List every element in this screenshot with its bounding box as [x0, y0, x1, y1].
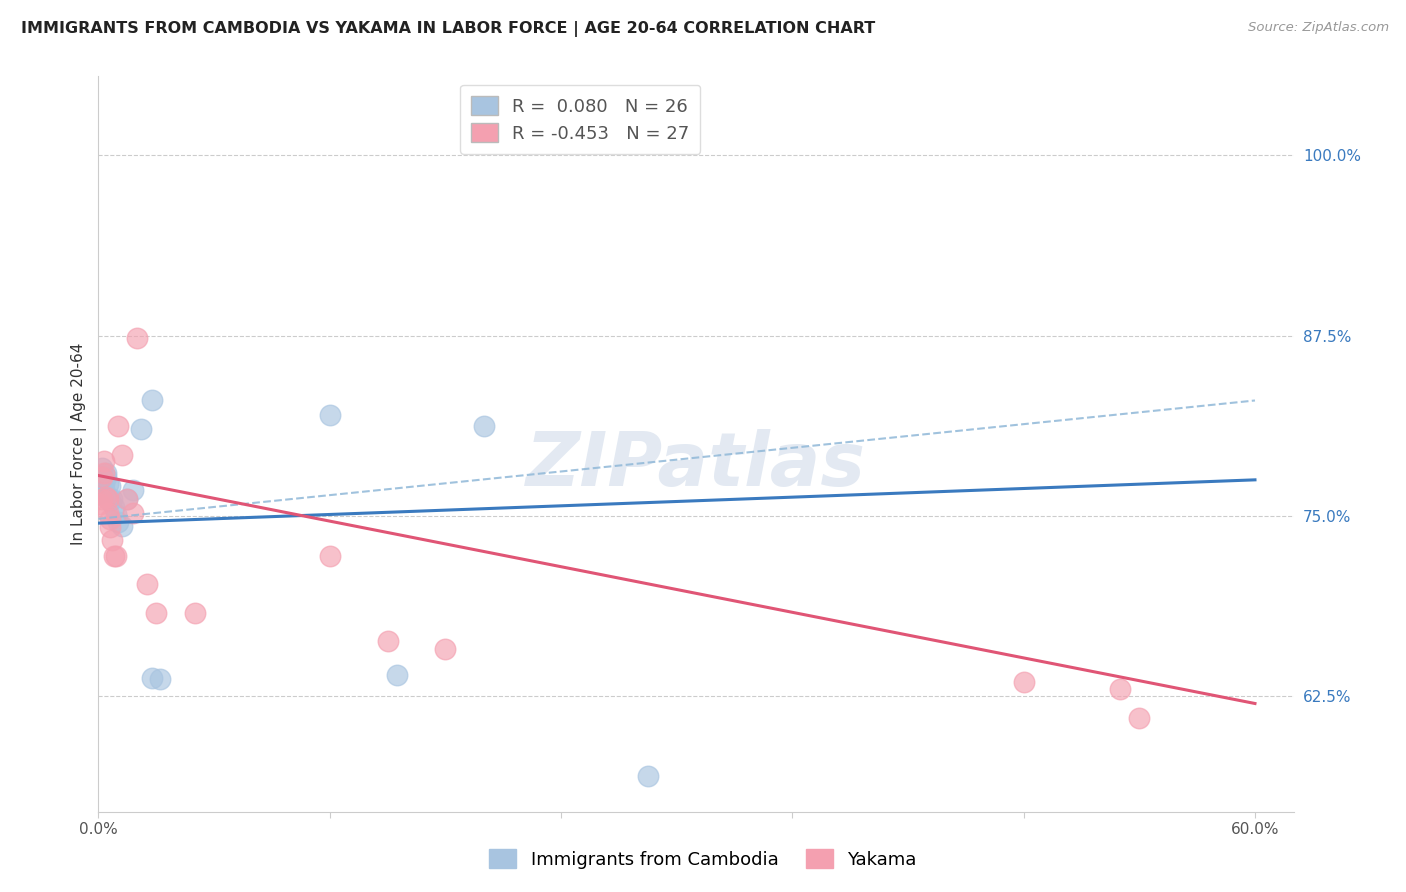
Point	[89, 473, 111, 487]
Point	[104, 549, 127, 564]
Point	[145, 606, 167, 620]
Point	[101, 533, 124, 548]
Text: Source: ZipAtlas.com: Source: ZipAtlas.com	[1249, 21, 1389, 35]
Point	[117, 491, 139, 506]
Point	[91, 468, 114, 483]
Point	[93, 475, 115, 490]
Point	[98, 520, 121, 534]
Point	[122, 506, 145, 520]
Point	[107, 515, 129, 529]
Point	[637, 769, 659, 783]
Point	[319, 549, 342, 564]
Point	[125, 331, 148, 345]
Legend: Immigrants from Cambodia, Yakama: Immigrants from Cambodia, Yakama	[482, 841, 924, 876]
Point	[107, 419, 129, 434]
Point	[94, 466, 117, 480]
Point	[141, 671, 163, 685]
Point	[319, 408, 342, 422]
Point	[91, 491, 114, 506]
Point	[98, 478, 121, 492]
Text: IMMIGRANTS FROM CAMBODIA VS YAKAMA IN LABOR FORCE | AGE 20-64 CORRELATION CHART: IMMIGRANTS FROM CAMBODIA VS YAKAMA IN LA…	[21, 21, 876, 37]
Point	[91, 470, 114, 484]
Point	[98, 512, 121, 526]
Y-axis label: In Labor Force | Age 20-64: In Labor Force | Age 20-64	[72, 343, 87, 545]
Point	[1109, 681, 1132, 696]
Point	[93, 466, 115, 480]
Point	[103, 549, 125, 564]
Point	[122, 483, 145, 497]
Point	[98, 494, 121, 508]
Point	[141, 393, 163, 408]
Point	[377, 634, 399, 648]
Point	[94, 470, 117, 484]
Point	[93, 483, 115, 497]
Point	[184, 606, 207, 620]
Point	[94, 490, 117, 504]
Point	[110, 448, 132, 462]
Point	[129, 422, 152, 436]
Point	[97, 490, 120, 504]
Point	[385, 667, 409, 681]
Point	[1012, 674, 1035, 689]
Point	[93, 454, 115, 468]
Point	[434, 641, 457, 656]
Point	[149, 672, 172, 686]
Point	[103, 500, 125, 515]
Point	[97, 506, 120, 520]
Point	[91, 461, 114, 475]
Point	[89, 497, 111, 511]
Legend: R =  0.080   N = 26, R = -0.453   N = 27: R = 0.080 N = 26, R = -0.453 N = 27	[460, 85, 700, 153]
Point	[1128, 711, 1150, 725]
Point	[110, 519, 132, 533]
Point	[97, 491, 120, 506]
Text: ZIPatlas: ZIPatlas	[526, 429, 866, 502]
Point	[472, 419, 495, 434]
Point	[97, 477, 120, 491]
Point	[117, 491, 139, 506]
Point	[135, 576, 157, 591]
Point	[104, 508, 127, 522]
Point	[101, 491, 124, 506]
